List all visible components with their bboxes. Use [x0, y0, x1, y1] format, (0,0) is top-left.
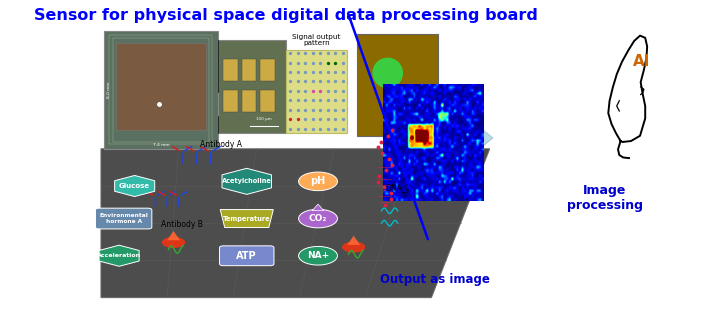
Text: 7.4 mm: 7.4 mm [153, 143, 169, 147]
Text: Image
processing: Image processing [567, 184, 643, 212]
Circle shape [299, 246, 337, 265]
Text: pH: pH [310, 176, 326, 186]
FancyBboxPatch shape [219, 246, 274, 266]
FancyBboxPatch shape [241, 59, 256, 81]
FancyBboxPatch shape [285, 50, 347, 133]
Circle shape [162, 237, 185, 248]
Text: 8.0 mm: 8.0 mm [106, 82, 111, 98]
Ellipse shape [372, 58, 403, 88]
FancyBboxPatch shape [223, 59, 238, 81]
Circle shape [299, 209, 337, 228]
Polygon shape [167, 231, 180, 240]
Polygon shape [99, 245, 139, 266]
Polygon shape [101, 149, 490, 298]
Polygon shape [114, 175, 155, 197]
Polygon shape [222, 168, 271, 194]
Text: Acceleration: Acceleration [97, 253, 141, 258]
Polygon shape [220, 210, 273, 228]
Text: Sensor for physical space digital data processing board: Sensor for physical space digital data p… [33, 8, 537, 23]
FancyBboxPatch shape [116, 43, 206, 130]
FancyBboxPatch shape [261, 90, 275, 112]
Text: DNA_D: DNA_D [385, 183, 411, 192]
Circle shape [342, 241, 366, 253]
Text: CO₂: CO₂ [309, 214, 327, 223]
Text: 100 μm: 100 μm [256, 117, 272, 121]
FancyBboxPatch shape [261, 59, 275, 81]
Circle shape [299, 172, 337, 191]
FancyArrow shape [437, 126, 493, 149]
Text: AI: AI [633, 55, 650, 69]
Text: Antibody B: Antibody B [161, 220, 203, 229]
FancyBboxPatch shape [95, 208, 152, 229]
Text: Output as image: Output as image [380, 272, 490, 286]
FancyBboxPatch shape [241, 90, 256, 112]
FancyBboxPatch shape [357, 34, 438, 136]
FancyBboxPatch shape [104, 31, 217, 149]
Text: Temperature: Temperature [223, 215, 271, 222]
Text: Signal output
pattern: Signal output pattern [293, 33, 341, 46]
Polygon shape [347, 236, 360, 245]
Text: Acetylcholine: Acetylcholine [222, 178, 272, 184]
Polygon shape [312, 204, 324, 211]
Text: Glucose: Glucose [119, 183, 151, 189]
FancyBboxPatch shape [217, 40, 285, 133]
Text: ATP: ATP [236, 251, 257, 261]
FancyBboxPatch shape [223, 90, 238, 112]
Text: Antibody A: Antibody A [200, 140, 242, 149]
Text: NA+: NA+ [307, 251, 329, 260]
Text: Environmental
hormone A: Environmental hormone A [99, 213, 148, 224]
